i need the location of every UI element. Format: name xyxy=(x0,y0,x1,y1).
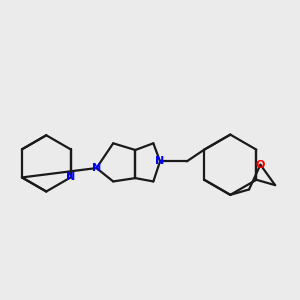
Text: N: N xyxy=(66,172,75,182)
Text: N: N xyxy=(155,156,165,167)
Text: N: N xyxy=(92,163,101,173)
Text: O: O xyxy=(256,160,265,170)
